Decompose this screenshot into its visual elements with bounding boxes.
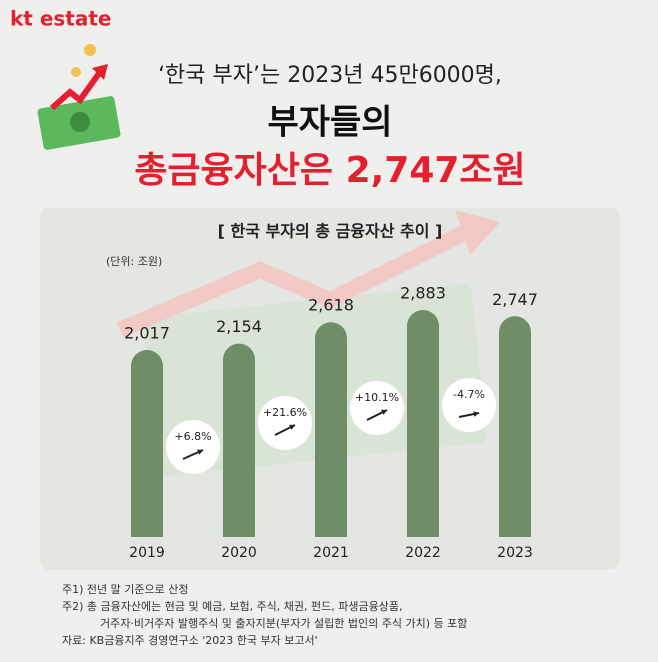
bar (223, 343, 255, 537)
bar (315, 322, 347, 537)
footnotes: 주1) 전년 말 기준으로 산정 주2) 총 금융자산에는 현금 및 예금, 보… (62, 583, 467, 647)
bg-arrowhead (455, 210, 500, 255)
change-arrowhead (473, 411, 479, 417)
x-tick-label: 2023 (497, 545, 533, 561)
x-tick-label: 2021 (313, 545, 349, 561)
footnote: 자료: KB금융지주 경영연구소 '2023 한국 부자 보고서' (62, 634, 318, 647)
bar-base (499, 521, 531, 537)
bar-base (315, 521, 347, 537)
x-tick-label: 2019 (129, 545, 165, 561)
bar (407, 310, 439, 537)
headline-2: 부자들의 (267, 103, 392, 143)
change-badge (166, 420, 220, 474)
change-arrowhead (381, 409, 387, 415)
x-tick-label: 2020 (221, 545, 257, 561)
footnote: 주1) 전년 말 기준으로 산정 (62, 583, 188, 596)
bar-base (223, 521, 255, 537)
change-label: +21.6% (263, 406, 307, 419)
headline-3: 총금융자산은 2,747조원 (134, 150, 525, 191)
change-badge (350, 381, 404, 435)
value-label: 2,017 (124, 324, 170, 343)
bar (499, 316, 531, 537)
value-label: 2,747 (492, 290, 538, 309)
unit-label: (단위: 조원) (106, 255, 162, 268)
change-badge (442, 378, 496, 432)
x-tick-label: 2022 (405, 545, 441, 561)
chart-title: [ 한국 부자의 총 금융자산 추이 ] (218, 222, 443, 241)
value-label: 2,618 (308, 296, 354, 315)
headline-1: ‘한국 부자’는 2023년 45만6000명, (158, 63, 502, 88)
footnote: 주2) 총 금융자산에는 현금 및 예금, 보험, 주식, 채권, 펀드, 파생… (62, 600, 402, 613)
bar-base (131, 521, 163, 537)
change-arrowhead (197, 449, 203, 455)
change-label: +10.1% (355, 391, 399, 404)
bar (131, 350, 163, 537)
footnote: 거주자·비거주자 발행주식 및 출자지분(부자가 설립한 법인의 주식 가치) … (100, 617, 467, 630)
value-label: 2,883 (400, 284, 446, 303)
value-label: 2,154 (216, 317, 262, 336)
change-label: -4.7% (453, 388, 485, 401)
logo: kt estate (10, 7, 111, 31)
bar-base (407, 521, 439, 537)
change-badge (258, 396, 312, 450)
money-icon (37, 44, 121, 150)
change-arrowhead (289, 424, 295, 430)
bg-arrow (116, 222, 474, 338)
change-label: +6.8% (174, 430, 211, 443)
